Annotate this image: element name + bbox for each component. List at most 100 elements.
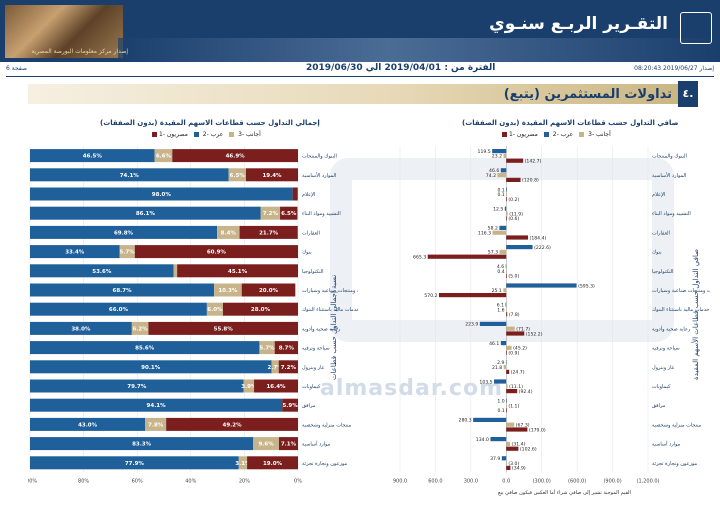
bar	[505, 302, 507, 307]
bar	[506, 441, 510, 446]
left-side-label: نسبة إجمالي التداول حسب قطاعات	[330, 274, 338, 380]
category-label: سياحة وترفيه	[652, 346, 680, 352]
bar-segment	[241, 283, 296, 297]
legend-swatch-arab-r	[579, 132, 585, 137]
bar	[506, 446, 519, 451]
data-label: 116.3	[478, 231, 491, 237]
data-label: 0.1	[497, 187, 504, 193]
bar	[505, 360, 507, 365]
issue-date: إصدار 2019/06/27 08:20:43	[634, 65, 714, 72]
bar-segment	[30, 206, 261, 220]
bar-segment	[148, 321, 298, 335]
bar	[492, 230, 507, 235]
data-label: 46.9%	[226, 154, 246, 160]
data-label: 16.4%	[266, 384, 286, 390]
bar-segment	[145, 417, 167, 431]
legend-swatch-egyptian-r	[543, 132, 549, 137]
bar	[506, 369, 510, 374]
bar-segment	[30, 225, 218, 239]
data-label: 68.7%	[113, 288, 133, 294]
data-label: (120.8)	[522, 178, 539, 184]
category-label: التكنولوجيا	[652, 269, 674, 275]
data-label: 2.9	[497, 360, 504, 366]
bar-segment	[292, 187, 298, 201]
data-label: 2.7%	[267, 365, 283, 371]
bar-segment	[30, 302, 207, 316]
data-label: 7.1%	[281, 442, 297, 448]
bar-segment	[271, 360, 279, 374]
header-divider	[6, 76, 714, 77]
header-wave-decoration	[118, 38, 718, 62]
bar	[506, 331, 525, 336]
bar	[506, 389, 518, 394]
bar	[501, 456, 507, 461]
category-label: العقارات	[302, 230, 320, 236]
category-label: الموارد الأساسية	[302, 172, 336, 179]
legend-egyptian: مصريون -1	[159, 131, 188, 138]
bar	[506, 408, 507, 413]
left-chart: 46.5% 6.6% 46.9% البنوك والمنتجات 74.1% 6.5% 1…	[28, 142, 358, 487]
category-label: غاز وبترول	[652, 365, 675, 371]
data-label: 21.7%	[259, 230, 279, 236]
legend-foreign-r: أجانب -3	[588, 131, 611, 138]
bar	[438, 293, 507, 298]
bar-segment	[30, 437, 254, 451]
data-label: 10.3%	[218, 288, 238, 294]
data-label: 90.1%	[141, 365, 161, 371]
category-label: كيماويات	[302, 384, 321, 390]
bar	[503, 153, 507, 158]
data-label: 94.1%	[147, 403, 167, 409]
data-label: 37.9	[490, 456, 500, 462]
x-tick-label: 80%	[78, 478, 89, 484]
data-label: 60.9%	[207, 250, 227, 256]
data-label: 28.0%	[251, 307, 271, 313]
bar-segment	[30, 264, 174, 278]
x-tick-label: 20%	[239, 478, 250, 484]
bar-segment	[30, 283, 215, 297]
bar	[506, 273, 507, 278]
x-tick-label: 900.0	[393, 478, 407, 484]
data-label: (34.9)	[512, 466, 526, 472]
bar	[506, 187, 507, 192]
data-label: 21.8	[492, 365, 502, 371]
category-label: موارد أساسية	[652, 441, 681, 448]
x-tick-label: (900.0)	[603, 478, 621, 484]
legend-egyptian-r: مصريون -1	[509, 131, 538, 138]
data-label: 33.4%	[65, 250, 85, 256]
data-label: 6.2%	[133, 326, 149, 332]
data-label: (184.4)	[530, 235, 547, 241]
x-tick-label: 600.0	[428, 478, 442, 484]
bar	[506, 235, 529, 240]
bar-segment	[274, 341, 298, 355]
bar-segment	[30, 398, 283, 412]
bar	[506, 422, 515, 427]
bar	[506, 465, 511, 470]
bar-segment	[259, 341, 275, 355]
data-label: 570.2	[424, 293, 437, 299]
section-title: تداولات المستثمرين (يتبع)	[503, 87, 672, 102]
data-label: 119.5	[478, 149, 491, 155]
category-label: رعاية صحية وأدوية	[652, 325, 691, 332]
data-label: 23.2	[492, 154, 502, 160]
data-label: 6.1	[497, 303, 504, 309]
bar-segment	[239, 225, 298, 239]
data-label: 0.1	[497, 192, 504, 198]
data-label: 45.1%	[228, 269, 248, 275]
data-label: 46.6	[489, 168, 499, 174]
data-label: 43.0%	[78, 422, 98, 428]
right-chart-svg: (1,200.0) (900.0) (600.0) (300.0) 0.0 300.0 60…	[393, 146, 710, 484]
data-label: 74.1%	[120, 173, 140, 179]
data-label: 3.9%	[241, 384, 257, 390]
data-label: 49.2%	[223, 422, 243, 428]
right-side-label: صافي التداول حسب قطاعات الأسهم المقيدة	[692, 248, 700, 380]
data-label: 86.1%	[136, 211, 156, 217]
data-label: 4.6	[497, 264, 504, 270]
data-label: 5.7%	[259, 346, 275, 352]
category-label: الإعلام	[652, 192, 665, 198]
bar-segment	[172, 149, 298, 163]
category-label: منتجات منزلية وشخصية	[652, 422, 702, 428]
category-label: بنوك	[302, 250, 312, 256]
data-label: 1.0	[497, 399, 504, 405]
legend-swatch-egyptian	[193, 132, 199, 137]
bar-segment	[228, 168, 247, 182]
